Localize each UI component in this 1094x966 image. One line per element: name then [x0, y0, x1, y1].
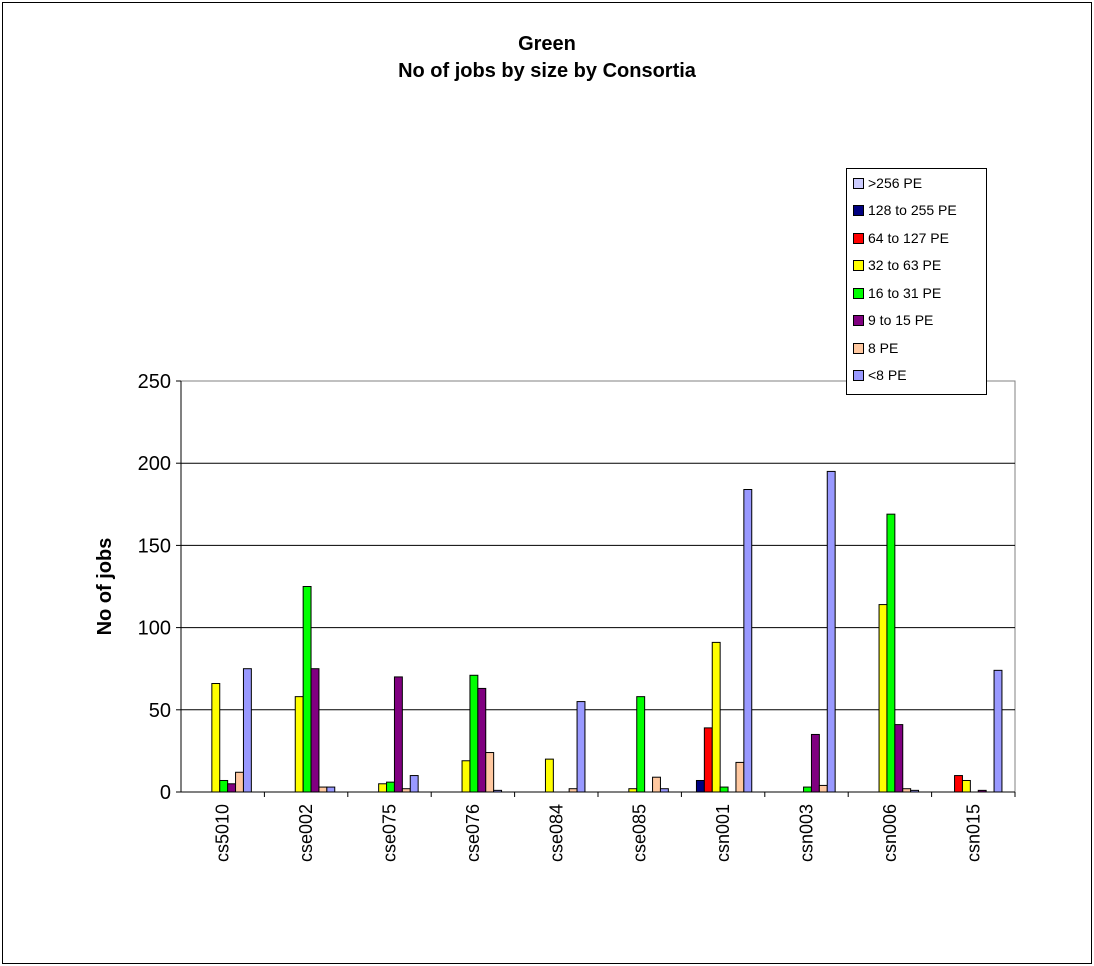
x-tick-label: cse075 [380, 804, 400, 862]
bar [294, 696, 304, 793]
bar [227, 783, 237, 793]
bar [902, 788, 912, 793]
bar [386, 781, 395, 793]
bar [576, 701, 586, 793]
y-tick-label: 250 [138, 371, 171, 393]
legend-item: 64 to 127 PE [853, 228, 949, 248]
x-tick-label: cse002 [296, 804, 316, 862]
y-tick-label: 100 [138, 618, 171, 640]
legend-swatch [853, 314, 864, 326]
x-tick-label: csn001 [713, 804, 733, 862]
bar [954, 775, 963, 793]
legend-swatch [853, 177, 864, 189]
x-tick-label: cse076 [463, 804, 483, 862]
legend-swatch [853, 232, 864, 244]
bar [810, 733, 820, 793]
bar [485, 752, 495, 793]
y-tick-label: 200 [138, 453, 171, 475]
bar [818, 784, 828, 793]
legend-label: 64 to 127 PE [868, 230, 949, 246]
bar [318, 786, 328, 793]
bar [544, 758, 554, 793]
bar [711, 641, 721, 793]
legend-swatch [853, 259, 864, 271]
x-tick-label: csn015 [963, 804, 983, 862]
legend-label: >256 PE [868, 175, 923, 191]
bar [886, 513, 896, 793]
legend-item: 32 to 63 PE [853, 255, 941, 275]
legend-label: 16 to 31 PE [868, 285, 942, 301]
chart-title-line-2: No of jobs by size by Consortia [398, 60, 696, 82]
bar [703, 727, 713, 793]
x-tick-label: cs5010 [213, 804, 233, 862]
bar [211, 682, 221, 793]
bar [378, 783, 388, 793]
legend-item: 128 to 255 PE [853, 200, 957, 220]
bar [493, 789, 503, 793]
legend-label: 9 to 15 PE [868, 312, 934, 328]
x-tick-label: cse084 [546, 804, 566, 862]
x-tick-label: csn003 [797, 804, 817, 862]
y-tick-label: 150 [138, 535, 171, 557]
legend-swatch [853, 287, 864, 299]
bar [652, 776, 661, 793]
legend-item: >256 PE [853, 173, 922, 193]
y-axis-title: No of jobs [94, 538, 116, 636]
bar [977, 789, 987, 793]
bar [461, 760, 471, 793]
legend-label: 32 to 63 PE [868, 257, 942, 273]
chart-title-line-1: Green [518, 33, 576, 55]
bar [469, 674, 479, 793]
x-tick-label: csn006 [880, 804, 900, 862]
bar [735, 761, 745, 793]
bar [219, 779, 229, 793]
bar [477, 687, 487, 793]
legend-item: 8 PE [853, 338, 898, 358]
y-tick-label: 0 [160, 782, 171, 804]
bar [235, 771, 244, 793]
legend-label: <8 PE [868, 367, 907, 383]
bar [636, 696, 646, 793]
bar [993, 669, 1003, 793]
bar [409, 775, 419, 793]
bar [743, 489, 753, 793]
bar [401, 788, 411, 793]
bar [310, 668, 320, 793]
bar [878, 604, 888, 793]
bar [894, 724, 904, 793]
bar [695, 779, 705, 793]
legend-swatch [853, 204, 864, 216]
bar [568, 788, 578, 793]
legend-item: <8 PE [853, 365, 907, 385]
bar [803, 786, 812, 793]
legend-label: 128 to 255 PE [868, 202, 957, 218]
bar [628, 788, 638, 793]
legend-swatch [853, 369, 864, 381]
bar [910, 789, 920, 793]
legend-swatch [853, 342, 864, 354]
x-tick-label: cse085 [630, 804, 650, 862]
legend: >256 PE 128 to 255 PE 64 to 127 PE 32 to… [846, 168, 987, 395]
bar [393, 676, 403, 793]
legend-item: 9 to 15 PE [853, 310, 933, 330]
legend-label: 8 PE [868, 340, 899, 356]
bar [659, 788, 669, 793]
bar [302, 586, 312, 793]
bar [961, 779, 971, 793]
bar [826, 470, 836, 793]
plot-area [180, 380, 1016, 793]
legend-item: 16 to 31 PE [853, 283, 941, 303]
bar [326, 786, 336, 793]
y-tick-label: 50 [149, 700, 171, 722]
bar [242, 668, 252, 793]
bar [719, 786, 729, 793]
